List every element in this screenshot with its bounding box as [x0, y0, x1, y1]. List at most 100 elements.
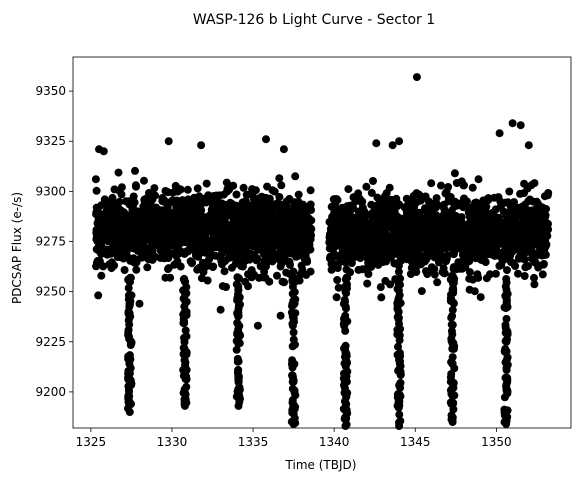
data-point	[218, 260, 226, 269]
data-point	[437, 181, 445, 190]
data-point	[169, 230, 178, 239]
data-point	[481, 258, 490, 267]
data-point	[179, 319, 188, 328]
data-point	[485, 212, 493, 221]
data-point	[289, 420, 298, 428]
data-point	[439, 200, 448, 209]
data-point	[395, 291, 404, 300]
data-point	[367, 200, 376, 209]
data-point	[146, 219, 155, 228]
data-point	[414, 251, 423, 260]
data-point	[188, 258, 197, 267]
data-point	[325, 254, 334, 263]
data-point	[180, 401, 189, 410]
data-point	[269, 255, 278, 264]
data-point	[306, 186, 315, 195]
data-point	[427, 179, 436, 188]
data-point	[342, 289, 351, 298]
data-point	[393, 300, 402, 309]
data-point	[129, 229, 138, 238]
data-point	[393, 390, 402, 399]
data-point	[182, 224, 191, 232]
x-tick-label: 1340	[319, 435, 350, 449]
data-point	[328, 228, 337, 237]
data-point	[356, 244, 365, 253]
data-point	[102, 207, 111, 216]
data-point	[99, 147, 108, 156]
data-point	[501, 282, 510, 291]
data-point	[407, 224, 416, 233]
data-point	[253, 321, 262, 330]
data-point	[206, 195, 215, 204]
data-point	[395, 349, 404, 357]
data-point	[468, 252, 477, 261]
data-point	[477, 248, 486, 257]
data-point	[500, 393, 509, 402]
data-point	[502, 407, 510, 416]
data-point	[147, 210, 156, 218]
data-point	[448, 353, 457, 362]
data-point	[198, 258, 207, 267]
data-point	[476, 293, 485, 302]
data-point	[377, 293, 386, 302]
data-point	[194, 252, 203, 261]
data-point	[121, 222, 130, 231]
data-point	[291, 391, 300, 400]
data-point	[199, 268, 208, 276]
data-point	[244, 270, 252, 279]
data-point	[373, 193, 382, 202]
data-point	[105, 219, 113, 228]
data-point	[344, 256, 353, 265]
data-point	[294, 190, 303, 199]
data-point	[388, 199, 397, 207]
data-point	[439, 264, 448, 273]
data-point	[134, 209, 142, 218]
y-axis-label: PDCSAP Flux (e-/s)	[10, 192, 24, 304]
data-point	[376, 283, 385, 292]
data-point	[520, 219, 529, 228]
data-point	[340, 397, 349, 406]
data-point	[124, 354, 133, 363]
data-point	[150, 184, 159, 193]
data-point	[539, 222, 548, 231]
data-point	[239, 183, 248, 192]
data-point	[114, 219, 123, 228]
data-point	[282, 268, 291, 277]
data-point	[148, 239, 156, 248]
data-point	[297, 222, 305, 231]
data-point	[202, 179, 211, 188]
data-point	[520, 179, 529, 188]
y-tick-label: 9275	[35, 234, 66, 248]
data-point	[448, 312, 457, 320]
data-point	[393, 284, 402, 293]
data-point	[509, 223, 518, 232]
data-point	[370, 214, 379, 223]
data-point	[255, 216, 264, 225]
data-point	[530, 273, 538, 282]
data-point	[125, 200, 134, 209]
data-point	[364, 224, 373, 233]
data-point	[440, 238, 449, 246]
data-point	[502, 420, 511, 428]
data-point	[503, 266, 511, 275]
data-point	[182, 308, 191, 316]
data-point	[527, 246, 536, 255]
data-point	[452, 179, 461, 187]
data-point	[124, 284, 133, 293]
data-point	[164, 264, 173, 273]
data-point	[516, 250, 525, 259]
data-point	[267, 201, 276, 209]
data-point	[432, 194, 441, 203]
data-point	[334, 215, 343, 224]
data-point	[332, 195, 341, 204]
data-point	[395, 422, 404, 430]
data-point	[117, 232, 126, 241]
data-point	[225, 184, 234, 192]
data-point	[382, 246, 391, 255]
data-point	[273, 216, 282, 225]
data-point	[243, 190, 252, 199]
data-point	[228, 247, 236, 256]
data-point	[487, 250, 496, 259]
data-point	[353, 217, 362, 226]
data-point	[94, 291, 103, 300]
